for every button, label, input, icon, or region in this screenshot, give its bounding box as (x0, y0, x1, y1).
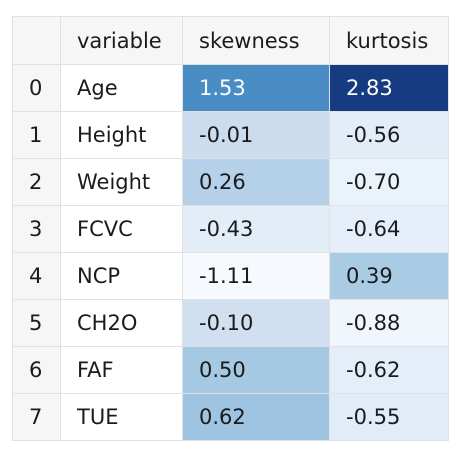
table-row: 0 Age 1.53 2.83 (12, 64, 449, 112)
row-index: 0 (12, 64, 61, 112)
skewness-cell: -0.10 (182, 299, 330, 347)
table-row: 2 Weight 0.26 -0.70 (12, 158, 449, 206)
variable-cell: Weight (60, 158, 183, 206)
header-row: variable skewness kurtosis (12, 16, 449, 65)
kurtosis-cell: -0.62 (329, 346, 449, 394)
variable-header: variable (60, 16, 183, 65)
table-row: 6 FAF 0.50 -0.62 (12, 346, 449, 394)
kurtosis-cell: -0.64 (329, 205, 449, 253)
skewness-cell: 0.50 (182, 346, 330, 394)
row-index: 1 (12, 111, 61, 159)
variable-cell: NCP (60, 252, 183, 300)
table-row: 4 NCP -1.11 0.39 (12, 252, 449, 300)
skewness-cell: 1.53 (182, 64, 330, 112)
kurtosis-cell: 2.83 (329, 64, 449, 112)
row-index: 5 (12, 299, 61, 347)
row-index: 2 (12, 158, 61, 206)
row-index: 7 (12, 393, 61, 441)
skewness-cell: -1.11 (182, 252, 330, 300)
table-row: 1 Height -0.01 -0.56 (12, 111, 449, 159)
kurtosis-cell: -0.70 (329, 158, 449, 206)
skewness-cell: 0.26 (182, 158, 330, 206)
variable-cell: Height (60, 111, 183, 159)
variable-cell: Age (60, 64, 183, 112)
index-header (12, 16, 61, 65)
kurtosis-cell: -0.88 (329, 299, 449, 347)
dataframe-container: variable skewness kurtosis 0 Age 1.53 2.83 1… (12, 16, 449, 441)
skewness-header: skewness (182, 16, 330, 65)
table-body: 0 Age 1.53 2.83 1 Height -0.01 -0.56 2 Weight 0.26… (12, 64, 449, 441)
skewness-cell: -0.01 (182, 111, 330, 159)
table-row: 7 TUE 0.62 -0.55 (12, 393, 449, 441)
row-index: 6 (12, 346, 61, 394)
kurtosis-header: kurtosis (329, 16, 449, 65)
variable-cell: TUE (60, 393, 183, 441)
table-header: variable skewness kurtosis (12, 16, 449, 65)
variable-cell: FCVC (60, 205, 183, 253)
table-row: 3 FCVC -0.43 -0.64 (12, 205, 449, 253)
kurtosis-cell: 0.39 (329, 252, 449, 300)
kurtosis-cell: -0.56 (329, 111, 449, 159)
row-index: 3 (12, 205, 61, 253)
skewness-cell: -0.43 (182, 205, 330, 253)
stats-table: variable skewness kurtosis 0 Age 1.53 2.83 1… (12, 16, 449, 441)
row-index: 4 (12, 252, 61, 300)
variable-cell: CH2O (60, 299, 183, 347)
skewness-cell: 0.62 (182, 393, 330, 441)
variable-cell: FAF (60, 346, 183, 394)
kurtosis-cell: -0.55 (329, 393, 449, 441)
table-row: 5 CH2O -0.10 -0.88 (12, 299, 449, 347)
